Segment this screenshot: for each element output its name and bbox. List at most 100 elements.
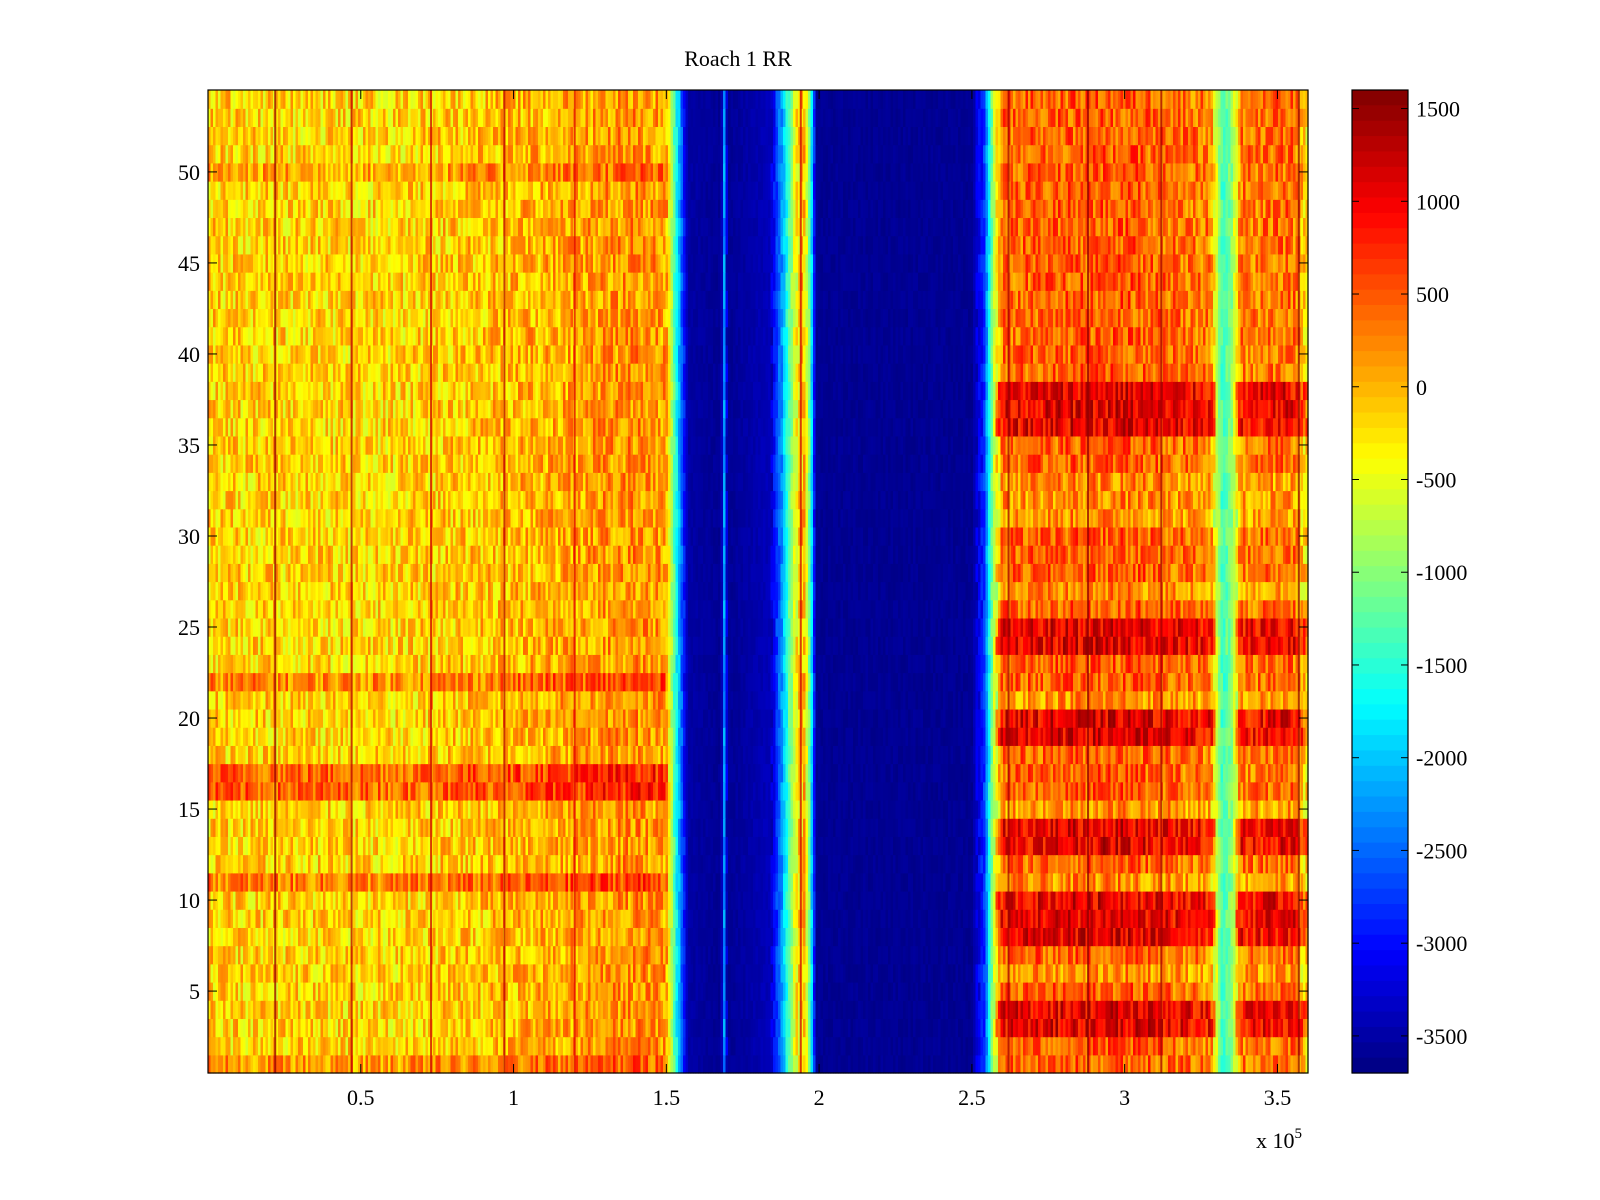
heatmap-cell <box>240 909 244 928</box>
heatmap-cell <box>735 963 739 983</box>
heatmap-cell <box>975 1054 979 1074</box>
heatmap-cell <box>1005 909 1009 928</box>
heatmap-cell <box>578 1036 582 1056</box>
heatmap-cell <box>475 872 479 892</box>
heatmap-cell <box>860 872 864 892</box>
heatmap-cell <box>683 1036 687 1056</box>
heatmap-cell <box>223 927 227 947</box>
heatmap-cell <box>910 981 914 1001</box>
heatmap-cell <box>753 890 757 910</box>
heatmap-cell <box>645 1054 649 1074</box>
heatmap-cell <box>1238 1018 1242 1038</box>
heatmap-cell <box>460 1000 464 1019</box>
heatmap-cell <box>593 1000 597 1019</box>
heatmap-cell <box>593 909 597 928</box>
heatmap-cell <box>260 927 264 947</box>
heatmap-cell <box>408 1036 412 1056</box>
heatmap-cell <box>823 981 827 1001</box>
heatmap-cell <box>1235 963 1239 983</box>
heatmap-cell <box>313 1000 317 1019</box>
heatmap-cell <box>520 1000 524 1019</box>
heatmap-cell <box>970 1000 974 1019</box>
heatmap-cell <box>920 963 924 983</box>
heatmap-cell <box>468 872 472 892</box>
heatmap-cell <box>903 890 907 910</box>
heatmap-cell <box>873 927 877 947</box>
heatmap-cell <box>798 890 802 910</box>
heatmap-cell <box>483 1054 487 1074</box>
heatmap-cell <box>845 927 849 947</box>
heatmap-cell <box>1050 1018 1054 1038</box>
heatmap-cell <box>380 1018 384 1038</box>
heatmap-cell <box>1220 909 1224 928</box>
heatmap-cell <box>1078 909 1082 928</box>
heatmap-cell <box>963 890 967 910</box>
heatmap-cell <box>458 927 462 947</box>
heatmap-cell <box>1205 927 1209 947</box>
heatmap-cell <box>625 872 629 892</box>
heatmap-cell <box>243 1036 247 1056</box>
heatmap-cell <box>358 1054 362 1074</box>
heatmap-cell <box>463 1000 467 1019</box>
heatmap-cell <box>378 927 382 947</box>
heatmap-cell <box>583 1036 587 1056</box>
heatmap-cell <box>1200 981 1204 1001</box>
heatmap-cell <box>1055 1036 1059 1056</box>
heatmap-cell <box>808 963 812 983</box>
heatmap-cell <box>278 963 282 983</box>
heatmap-cell <box>450 872 454 892</box>
heatmap-cell <box>738 1018 742 1038</box>
heatmap-cell <box>1293 909 1297 928</box>
heatmap-cell <box>860 1036 864 1056</box>
heatmap-cell <box>758 890 762 910</box>
heatmap-cell <box>440 909 444 928</box>
heatmap-cell <box>360 1000 364 1019</box>
heatmap-cell <box>570 872 574 892</box>
heatmap-cell <box>475 890 479 910</box>
heatmap-cell <box>883 981 887 1001</box>
heatmap-cell <box>918 1000 922 1019</box>
heatmap-cell <box>258 909 262 928</box>
heatmap-cell <box>1043 927 1047 947</box>
heatmap-cell <box>748 890 752 910</box>
heatmap-cell <box>1235 909 1239 928</box>
heatmap-cell <box>523 927 527 947</box>
heatmap-cell <box>563 981 567 1001</box>
heatmap-cell <box>418 1000 422 1019</box>
heatmap-cell <box>513 1018 517 1038</box>
heatmap-cell <box>1275 1000 1279 1019</box>
heatmap-cell <box>678 1036 682 1056</box>
heatmap-cell <box>938 945 942 965</box>
heatmap-cell <box>1040 963 1044 983</box>
heatmap-cell <box>798 909 802 928</box>
heatmap-cell <box>788 1018 792 1038</box>
heatmap-cell <box>843 1018 847 1038</box>
heatmap-cell <box>585 945 589 965</box>
heatmap-cell <box>255 1018 259 1038</box>
heatmap-cell <box>395 872 399 892</box>
heatmap-cell <box>908 872 912 892</box>
heatmap-cell <box>858 963 862 983</box>
heatmap-cell <box>400 981 404 1001</box>
heatmap-cell <box>665 1036 669 1056</box>
heatmap-cell <box>410 1054 414 1074</box>
heatmap-cell <box>785 872 789 892</box>
heatmap-cell <box>568 981 572 1001</box>
heatmap-cell <box>308 981 312 1001</box>
heatmap-cell <box>518 890 522 910</box>
heatmap-cell <box>360 1018 364 1038</box>
heatmap-cell <box>388 1054 392 1074</box>
heatmap-cell <box>918 872 922 892</box>
heatmap-cell <box>700 981 704 1001</box>
heatmap-cell <box>663 1036 667 1056</box>
heatmap-cell <box>313 981 317 1001</box>
heatmap-cell <box>658 1018 662 1038</box>
heatmap-cell <box>1305 963 1309 983</box>
heatmap-cell <box>1013 963 1017 983</box>
heatmap-cell <box>683 1000 687 1019</box>
heatmap-cell <box>748 945 752 965</box>
heatmap-cell <box>693 945 697 965</box>
heatmap-cell <box>498 1036 502 1056</box>
heatmap-cell <box>1033 945 1037 965</box>
heatmap-cell <box>293 890 297 910</box>
